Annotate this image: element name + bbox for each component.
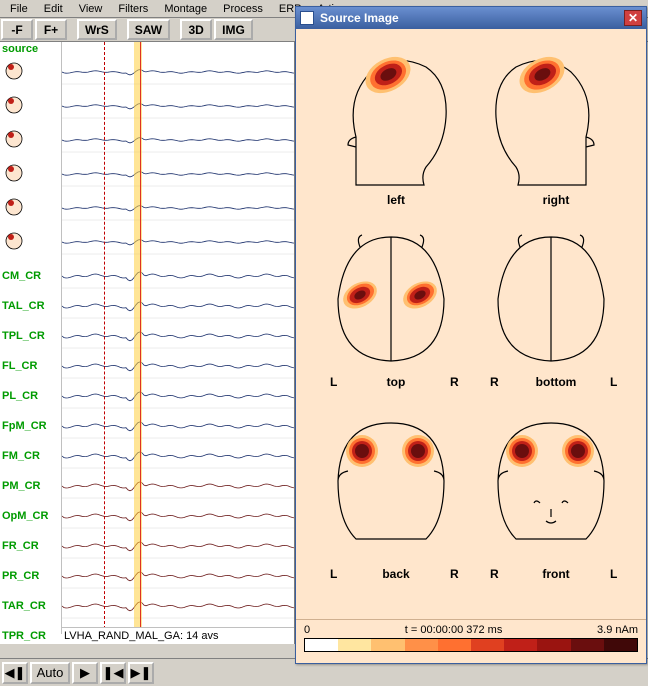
source-image-window: Source Image ✕ leftrighttopLRbottomRLbac… (295, 6, 647, 664)
cursor-line[interactable] (140, 42, 141, 634)
channel-label: FM_CR (2, 450, 40, 462)
view-sub-right: L (610, 375, 617, 389)
head-view-back: backL R (326, 411, 466, 581)
head-view-bottom: bottomR L (486, 229, 626, 389)
menu-process[interactable]: Process (215, 2, 271, 16)
colormap-min: 0 (304, 624, 310, 636)
nav-play-button[interactable]: ▶ (72, 662, 98, 684)
view-sub-left: R (490, 375, 499, 389)
toolbar-minusf[interactable]: -F (1, 19, 33, 40)
source-image-titlebar[interactable]: Source Image ✕ (296, 7, 646, 29)
colormap-max: 3.9 nAm (597, 624, 638, 636)
head-view-front: frontR L (486, 411, 626, 581)
menu-montage[interactable]: Montage (156, 2, 215, 16)
view-sub-left: L (330, 567, 337, 581)
channel-label: PL_CR (2, 390, 38, 402)
colormap-gradient (304, 638, 638, 652)
menu-filters[interactable]: Filters (110, 2, 156, 16)
channel-label: FpM_CR (2, 420, 47, 432)
nav-first-button[interactable]: ◀❚ (2, 662, 28, 684)
menu-edit[interactable]: Edit (36, 2, 71, 16)
source-image-title: Source Image (320, 11, 399, 25)
window-icon (300, 11, 314, 25)
toolbar-3d[interactable]: 3D (180, 19, 212, 40)
head-view-left: left (326, 47, 466, 207)
view-label: back (326, 567, 466, 581)
view-label: bottom (486, 375, 626, 389)
view-label: right (486, 193, 626, 207)
view-sub-right: L (610, 567, 617, 581)
colormap-bar: 0 t = 00:00:00 372 ms 3.9 nAm (296, 619, 646, 663)
head-icon[interactable] (4, 128, 24, 148)
channel-label: FL_CR (2, 360, 37, 372)
status-line: LVHA_RAND_MAL_GA: 14 avs (62, 627, 294, 644)
channel-label: TPL_CR (2, 330, 45, 342)
head-view-top: topL R (326, 229, 466, 389)
view-label: top (326, 375, 466, 389)
head-icon[interactable] (4, 60, 24, 80)
menu-view[interactable]: View (71, 2, 111, 16)
channel-label: PM_CR (2, 480, 41, 492)
channel-label: PR_CR (2, 570, 39, 582)
nav-step-fwd-button[interactable]: ▶❚ (128, 662, 154, 684)
head-view-right: right (486, 47, 626, 207)
waveform-panel: source CM_CR TAL_CR TPL_CR FL_CR PL_CR FpM_CR… (0, 42, 295, 644)
close-icon[interactable]: ✕ (624, 10, 642, 26)
menu-file[interactable]: File (2, 2, 36, 16)
channel-label: CM_CR (2, 270, 41, 282)
head-icon[interactable] (4, 94, 24, 114)
source-image-body: leftrighttopLRbottomRLbackLRfrontRL (296, 29, 646, 619)
view-sub-left: R (490, 567, 499, 581)
view-sub-left: L (330, 375, 337, 389)
toolbar-wrs[interactable]: WrS (77, 19, 117, 40)
colormap-time: t = 00:00:00 372 ms (405, 624, 503, 636)
channel-label: OpM_CR (2, 510, 48, 522)
view-sub-right: R (450, 375, 459, 389)
head-icon[interactable] (4, 162, 24, 182)
source-header: source (0, 42, 61, 56)
cursor-dashed[interactable] (104, 42, 105, 634)
nav-step-back-button[interactable]: ❚◀ (100, 662, 126, 684)
toolbar-img[interactable]: IMG (214, 19, 253, 40)
view-label: left (326, 193, 466, 207)
channel-label: FR_CR (2, 540, 39, 552)
view-sub-right: R (450, 567, 459, 581)
view-label: front (486, 567, 626, 581)
head-icon[interactable] (4, 230, 24, 250)
channel-label-column: source CM_CR TAL_CR TPL_CR FL_CR PL_CR FpM_CR… (0, 42, 62, 634)
channel-label: TAR_CR (2, 600, 46, 612)
waveform-area[interactable] (62, 42, 294, 634)
nav-auto-button[interactable]: Auto (30, 662, 70, 684)
head-icon[interactable] (4, 196, 24, 216)
toolbar-saw[interactable]: SAW (127, 19, 170, 40)
channel-label: TPR_CR (2, 630, 46, 642)
toolbar-fplus[interactable]: F+ (35, 19, 67, 40)
channel-label: TAL_CR (2, 300, 45, 312)
